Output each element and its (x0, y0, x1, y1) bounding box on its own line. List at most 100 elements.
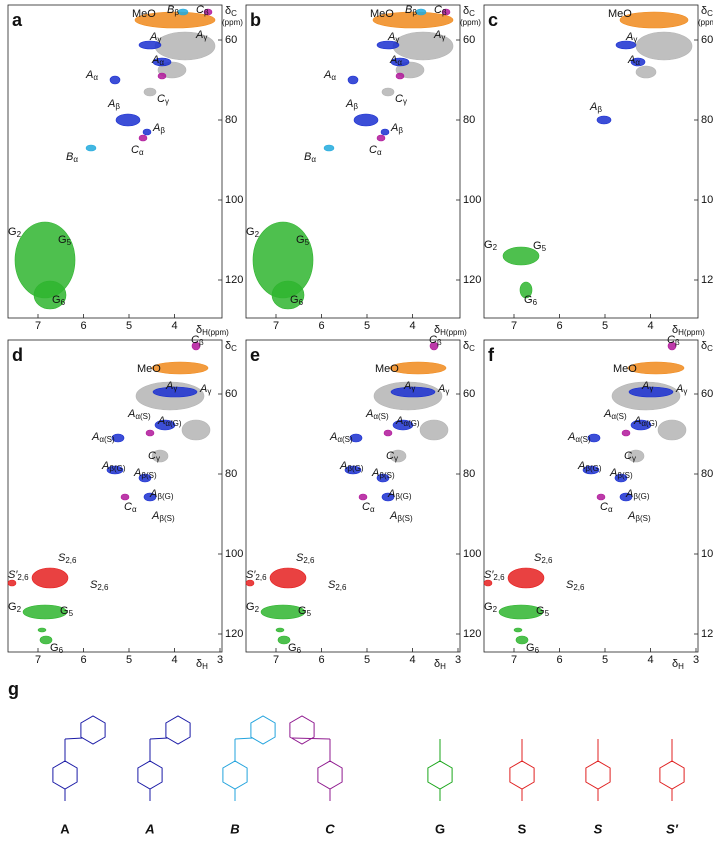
ring (80, 715, 106, 745)
x-tick-label: 4 (171, 320, 177, 332)
contour (353, 113, 379, 127)
peak-label: MeO (132, 8, 156, 20)
peak-label-sub: α (93, 73, 98, 82)
y-axis-label-sub: C (707, 344, 713, 353)
contour (349, 433, 363, 443)
peak-label: Cβ (667, 334, 680, 347)
contour (498, 604, 544, 620)
peak-label: Aβ(G) (149, 488, 174, 501)
contour (269, 567, 307, 589)
peak-label: Aγ (165, 380, 177, 393)
structure-label: S (518, 821, 527, 836)
peak-label-sub: 2 (17, 230, 22, 239)
contour (395, 72, 405, 80)
peak-label-main: A (149, 31, 157, 43)
peak-label-sub: β(S) (397, 514, 413, 523)
peak-label-main: B (405, 4, 412, 16)
contour (390, 386, 436, 398)
contour (154, 419, 176, 431)
peak-label-sub: 5 (305, 238, 310, 247)
peak-label-main: C (395, 93, 403, 105)
peak-label-sub: 2 (255, 230, 260, 239)
contour (115, 113, 141, 127)
peak-label-sub: γ (173, 384, 177, 393)
peak-label-sub: β(G) (395, 492, 411, 501)
peak-label-sub: γ (683, 387, 687, 396)
peak-label-sub: 6 (535, 646, 540, 655)
peak-label-sub: β(S) (379, 471, 395, 480)
x-tick-label: 7 (35, 654, 41, 666)
contour (383, 429, 393, 437)
contour (152, 386, 198, 398)
peak-label-main: A (345, 98, 353, 110)
peak-label-sub: β(G) (109, 464, 125, 473)
peak-label-main: S (534, 552, 542, 564)
y-tick-label: 100 (701, 548, 713, 560)
peak-label-sub: γ (203, 33, 207, 42)
panel-letter: b (250, 10, 261, 30)
x-tick-label: 4 (409, 654, 415, 666)
peak-label: Aβ(G) (577, 460, 602, 473)
peak-label-sub: 6 (61, 298, 66, 307)
peak-label-sub: 2,6 (303, 556, 315, 565)
peak-label: G2 (484, 239, 498, 252)
contour (621, 429, 631, 437)
peak-label-sub: β(S) (159, 514, 175, 523)
peak-label-main: A (329, 431, 337, 443)
ring (317, 760, 343, 790)
contour (615, 40, 637, 50)
peak-label-main: S′ (246, 569, 256, 581)
peak-label-sub: 6 (297, 646, 302, 655)
contour (419, 419, 449, 441)
peak-label-sub: α(S) (337, 435, 353, 444)
x-axis-label-main: δ (196, 658, 202, 670)
contour (134, 11, 216, 29)
contour (519, 281, 533, 299)
peak-label: S2,6 (566, 579, 585, 592)
structure-label: A (144, 821, 154, 836)
peak-label-main: A (589, 101, 597, 113)
peak-label-main: A (577, 460, 585, 472)
x-tick-label: 3 (693, 654, 699, 666)
peak-label: Aα(S) (567, 431, 591, 444)
y-tick-label: 60 (463, 34, 475, 46)
peak-label-main: A (151, 54, 159, 66)
peak-label: Aγ (675, 383, 687, 396)
contour (120, 493, 130, 501)
peak-label-main: MeO (613, 363, 637, 375)
contour (151, 449, 169, 463)
x-tick-label: 7 (273, 320, 279, 332)
plot-frame (245, 339, 461, 653)
peak-label-sub: α (608, 505, 613, 514)
panel-letter: c (488, 10, 498, 30)
contour (596, 115, 612, 125)
peak-label-main: A (389, 510, 397, 522)
peak-label: Aβ(S) (627, 510, 651, 523)
peak-label-main: G (58, 234, 67, 246)
peak-label: Aβ (345, 98, 358, 111)
peak-label-sub: 2,6 (255, 573, 267, 582)
peak-label: Aγ (387, 31, 399, 44)
contour (627, 361, 685, 375)
x-tick-label: 6 (80, 654, 86, 666)
contour (271, 280, 305, 310)
peak-label: G5 (58, 234, 72, 247)
peak-label-main: A (625, 488, 633, 500)
y-axis-label: δC (225, 340, 237, 353)
x-axis-label: δH (196, 658, 208, 671)
bond (149, 737, 169, 740)
contour (627, 449, 645, 463)
y-tick-label: 100 (463, 548, 481, 560)
peak-label-sub: 2,6 (573, 583, 585, 592)
peak-label-sub: β (353, 102, 358, 111)
peak-label-main: G (524, 294, 533, 306)
peak-label-main: G (52, 294, 61, 306)
peak-label-sub: 5 (545, 609, 550, 618)
peak-label-main: A (85, 69, 93, 81)
peak-label-sub: α(S) (99, 435, 115, 444)
peak-label: Aγ (437, 383, 449, 396)
x-tick-label: 4 (171, 654, 177, 666)
peak-label: Bβ (167, 4, 179, 17)
contour (323, 144, 335, 152)
peak-label-sub: β (675, 338, 680, 347)
